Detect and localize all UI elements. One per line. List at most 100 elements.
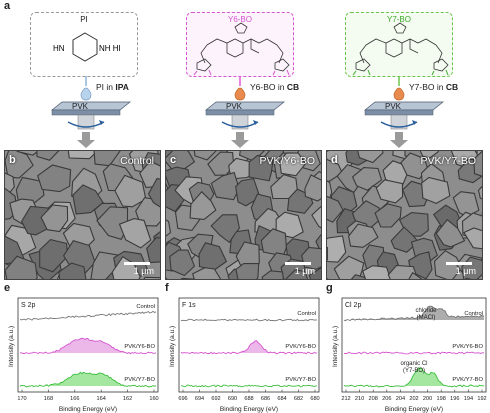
grain <box>169 249 196 277</box>
x-tick-label: 162 <box>123 396 132 402</box>
trace-label: PVK/Y7-BO <box>452 377 483 383</box>
trace-label: Control <box>297 311 316 317</box>
grain <box>210 214 240 244</box>
grain <box>320 197 321 199</box>
x-tick-label: 210 <box>355 396 364 402</box>
spectrum-line <box>343 305 485 322</box>
grain <box>5 255 38 279</box>
grain <box>235 177 261 207</box>
sem-label-control: Control <box>120 155 154 167</box>
grain <box>166 277 168 279</box>
x-tick-label: 690 <box>228 396 237 402</box>
grain <box>39 238 69 273</box>
sem-label-y7: PVK/Y7-BO <box>420 155 476 167</box>
xps-element-label: F 1s <box>182 302 196 309</box>
x-tick-label: 202 <box>409 396 418 402</box>
grain <box>143 276 160 279</box>
xps-panel-cl2p: Cl 2p Intensity (a.u.) Binding Energy (eV)… <box>326 292 487 413</box>
grain <box>421 176 451 205</box>
sem-image-y7: d PVK/Y7-BO 1 μm <box>326 150 483 280</box>
x-tick-label: 196 <box>450 396 459 402</box>
x-tick-label: 198 <box>437 396 446 402</box>
x-tick-label: 688 <box>244 396 253 402</box>
peak-fill <box>344 367 484 387</box>
grain <box>390 226 420 253</box>
spin-coater-3 <box>364 101 444 130</box>
x-tick-label: 692 <box>211 396 220 402</box>
grain <box>37 164 72 193</box>
grain <box>114 174 147 208</box>
pi-title: PI <box>80 15 88 24</box>
plot-frame <box>17 297 159 393</box>
grain <box>327 195 344 223</box>
trace-label: Control <box>464 311 483 317</box>
substrate-label-3: PVK <box>385 102 402 111</box>
panel-letter-b: b <box>9 154 16 166</box>
xps-element-label: Cl 2p <box>345 302 361 309</box>
spectrum-line <box>19 371 157 388</box>
sem-image-y6: c PVK/Y6-BO 1 μm <box>165 150 322 280</box>
x-tick-label: 208 <box>369 396 378 402</box>
x-axis-label: Binding Energy (eV) <box>385 406 443 413</box>
panel-letter-e: e <box>4 282 11 294</box>
grain <box>351 167 383 191</box>
trace-label: Control <box>136 304 155 310</box>
substrate-label-2: PVK <box>226 102 243 111</box>
peak-fill <box>20 338 156 354</box>
grain <box>248 154 274 182</box>
x-tick-label: 684 <box>277 396 286 402</box>
grain <box>72 184 104 215</box>
grain <box>67 151 99 160</box>
drop-2-label: Y6-BO in CB <box>250 82 300 92</box>
grain <box>118 218 152 249</box>
grain <box>477 185 482 200</box>
xps-element-label: S 2p <box>21 302 36 309</box>
x-tick-label: 200 <box>423 396 432 402</box>
spin-coating-schematic: PVK PVK PVK <box>51 76 444 148</box>
scale-text-c: 1 μm <box>294 266 315 276</box>
scale-bar <box>446 262 472 265</box>
y7-structure <box>352 22 449 76</box>
grain <box>362 265 392 279</box>
trace-label: PVK/Y6-BO <box>285 344 316 350</box>
xps-panel-s2p: S 2p Intensity (a.u.) Binding Energy (eV) 1… <box>2 292 162 413</box>
grain <box>327 278 329 279</box>
drop-1-label: PI in IPA <box>96 82 129 92</box>
spectrum-line <box>181 384 317 388</box>
grain <box>463 227 482 250</box>
annotation-organic-cl: organic Cl <box>400 361 427 367</box>
pipette-2 <box>234 76 246 101</box>
panel-letter-c: c <box>170 154 177 166</box>
grain <box>481 249 482 252</box>
grain <box>36 151 60 161</box>
grain <box>311 205 321 229</box>
spectrum-line <box>180 318 318 322</box>
grain <box>357 151 384 164</box>
y6-molecule-box: Y6-BO <box>186 12 294 77</box>
peak-fill <box>344 306 484 321</box>
drop-3-icon <box>393 87 405 101</box>
scale-text-b: 1 μm <box>133 266 154 276</box>
pi-molecule-box: PI HN NH HI <box>30 12 138 77</box>
grain <box>387 264 419 279</box>
x-axis-label: Binding Energy (eV) <box>220 406 278 413</box>
sem-label-y6: PVK/Y6-BO <box>259 155 315 167</box>
y-axis-label: Intensity (a.u.) <box>332 326 339 367</box>
grain <box>193 151 217 161</box>
peak-fill <box>20 372 156 387</box>
drop-1-icon <box>80 87 92 101</box>
grain <box>465 277 472 279</box>
pipette-1 <box>80 76 92 101</box>
y6-title: Y6-BO <box>227 15 252 24</box>
grain <box>235 263 260 279</box>
y6-structure <box>193 22 290 76</box>
scale-bar <box>285 262 311 265</box>
x-tick-label: 696 <box>178 396 187 402</box>
down-arrow-icon-1 <box>77 132 95 148</box>
trace-label: PVK/Y6-BO <box>452 344 483 350</box>
x-tick-label: 680 <box>310 396 319 402</box>
pipette-3 <box>393 76 405 101</box>
grain <box>333 255 365 279</box>
spin-coater-1 <box>51 101 131 130</box>
x-tick-label: 164 <box>97 396 106 402</box>
